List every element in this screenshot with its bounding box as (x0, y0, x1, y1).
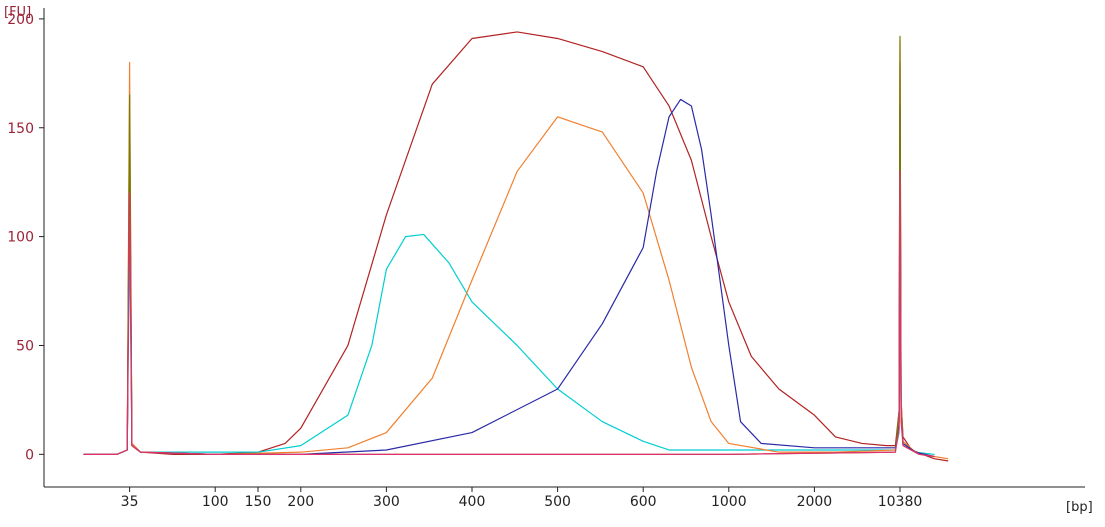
x-tick-label: 300 (373, 494, 400, 510)
x-tick-label: 150 (245, 494, 272, 510)
x-tick-label: 100 (202, 494, 229, 510)
x-tick-label: 500 (544, 494, 571, 510)
x-tick-label: 1000 (711, 494, 747, 510)
x-tick-label: 10380 (878, 494, 923, 510)
axes-layer (39, 8, 1085, 492)
x-tick-label: 35 (121, 494, 139, 510)
x-axis-unit: [bp] (1066, 500, 1093, 515)
y-tick-label: 50 (16, 338, 34, 354)
series-line (83, 40, 949, 460)
series-line (83, 170, 935, 458)
series-line (83, 31, 949, 462)
y-tick-label: 0 (25, 447, 34, 463)
x-tick-label: 200 (287, 494, 314, 510)
series-line (83, 35, 935, 458)
labels-layer: 0 50 100 150 200 35 100 150 200 300 400 500 600 1000 2… (4, 5, 1093, 515)
series-line (83, 138, 935, 455)
y-axis-unit: [FU] (4, 5, 31, 20)
x-tick-label: 600 (630, 494, 657, 510)
y-tick-label: 200 (7, 12, 34, 28)
series-layer (83, 31, 949, 462)
x-tick-label: 2000 (797, 494, 833, 510)
x-tick-label: 400 (459, 494, 486, 510)
y-tick-label: 150 (7, 121, 34, 137)
series-line (83, 98, 935, 458)
y-tick-label: 100 (7, 230, 34, 246)
